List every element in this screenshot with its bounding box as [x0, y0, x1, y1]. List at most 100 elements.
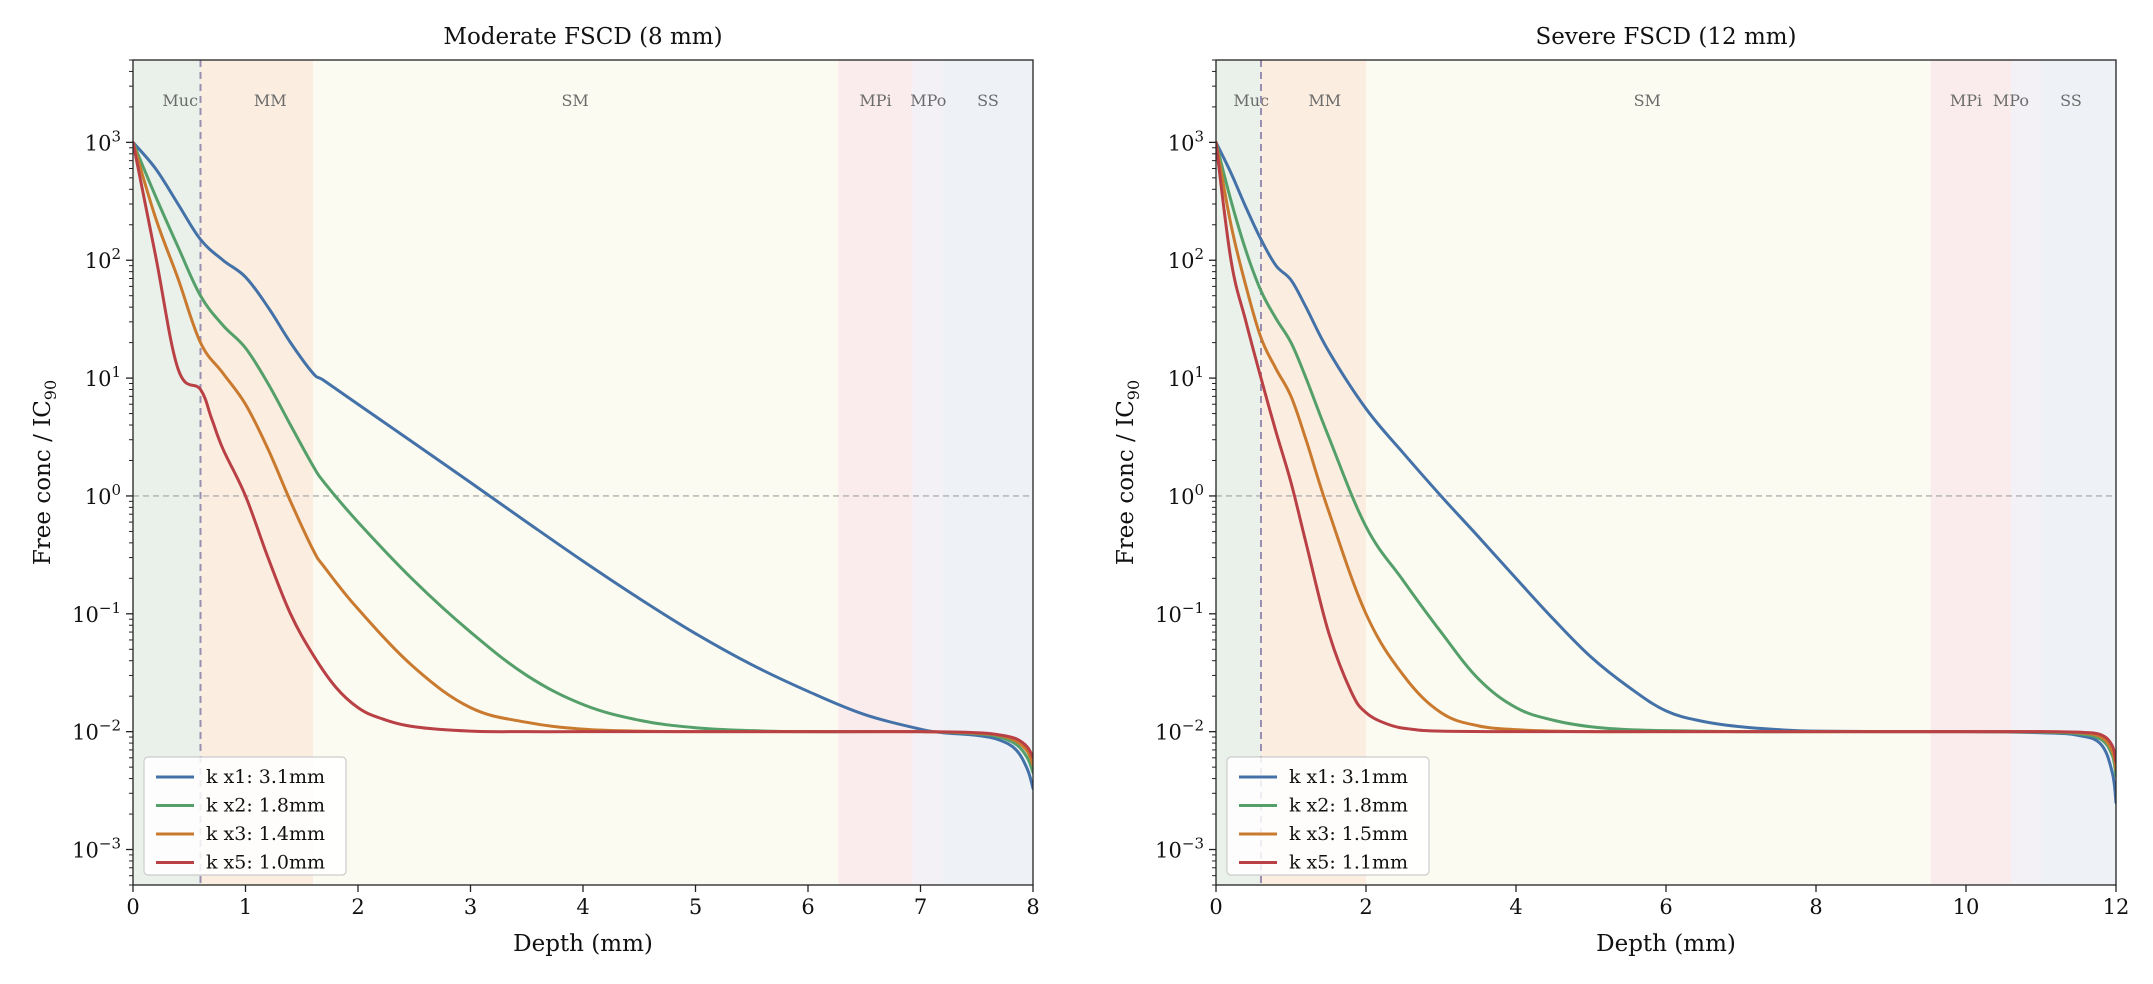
- region-band-ss: [2041, 60, 2116, 885]
- y-tick-label: 100: [85, 481, 121, 509]
- y-tick-base: 10: [1168, 485, 1195, 509]
- y-tick-exponent: 1: [1194, 363, 1204, 381]
- region-label: MPi: [1950, 91, 1982, 110]
- y-tick-label: 10−1: [72, 599, 121, 627]
- y-tick-label: 10−3: [1155, 835, 1204, 863]
- y-axis-label: Free conc / IC90: [30, 380, 60, 565]
- y-tick-base: 10: [85, 131, 112, 155]
- legend-label: k x5: 1.0mm: [206, 852, 325, 874]
- y-tick-base: 10: [72, 839, 99, 863]
- y-tick-base: 10: [1155, 839, 1182, 863]
- region-label: MM: [254, 91, 287, 110]
- region-band-mm: [200, 60, 313, 885]
- y-axis-label-text: Free conc / IC: [30, 400, 56, 565]
- y-tick-label: 103: [1168, 127, 1204, 155]
- y-tick-exponent: −1: [1182, 599, 1204, 617]
- region-band-ss: [943, 60, 1033, 885]
- region-label: MM: [1308, 91, 1341, 110]
- y-tick-base: 10: [1168, 131, 1195, 155]
- x-axis-label: Depth (mm): [513, 931, 653, 957]
- legend-box: [143, 756, 347, 876]
- region-label: Muc: [1233, 91, 1269, 110]
- y-axis-label-subscript: 90: [1124, 380, 1143, 400]
- y-axis-label-text: Free conc / IC: [1113, 400, 1139, 565]
- x-tick-label: 0: [126, 895, 139, 919]
- y-tick-label: 10−2: [1155, 717, 1204, 745]
- y-tick-label: 101: [1168, 363, 1204, 391]
- y-tick-label: 101: [85, 363, 121, 391]
- legend-label: k x1: 3.1mm: [1289, 766, 1408, 788]
- region-label: SS: [2060, 91, 2082, 110]
- y-tick-exponent: −3: [1182, 835, 1204, 853]
- x-tick-label: 4: [576, 895, 589, 919]
- series-line-4: [1216, 140, 2116, 764]
- region-band-sm: [1366, 60, 1931, 885]
- x-tick-label: 4: [1509, 895, 1522, 919]
- region-label: MPo: [910, 91, 946, 110]
- region-band-mpi: [1930, 60, 2011, 885]
- x-tick-label: 10: [1953, 895, 1980, 919]
- region-band-mpo: [912, 60, 943, 885]
- chart-title: Severe FSCD (12 mm): [1535, 24, 1796, 50]
- y-tick-label: 10−3: [72, 835, 121, 863]
- y-tick-base: 10: [85, 249, 112, 273]
- legend-label: k x3: 1.4mm: [206, 823, 325, 845]
- chart-panel-severe: Muc MM SM MPi MPo SS0 2 4 6 8 10 1210−310−210−11001…: [1113, 24, 2129, 957]
- legend-label: k x5: 1.1mm: [1289, 852, 1408, 874]
- region-band-sm: [313, 60, 839, 885]
- x-tick-label: 6: [1659, 895, 1672, 919]
- y-tick-base: 10: [1155, 603, 1182, 627]
- y-tick-label: 102: [85, 245, 121, 273]
- x-tick-label: 12: [2103, 895, 2130, 919]
- y-tick-base: 10: [1155, 721, 1182, 745]
- x-axis-label: Depth (mm): [1596, 931, 1736, 957]
- y-tick-exponent: 2: [1194, 245, 1204, 263]
- y-axis-label: Free conc / IC90: [1113, 380, 1143, 565]
- series-line-4: [133, 140, 1033, 760]
- region-band-mpo: [2011, 60, 2041, 885]
- region-label: SS: [977, 91, 999, 110]
- region-label: Muc: [162, 91, 198, 110]
- y-axis-label-subscript: 90: [41, 380, 60, 400]
- y-tick-label: 103: [85, 127, 121, 155]
- chart-title: Moderate FSCD (8 mm): [443, 24, 722, 50]
- y-tick-base: 10: [1168, 249, 1195, 273]
- y-tick-base: 10: [1168, 367, 1195, 391]
- y-tick-exponent: −2: [1182, 717, 1204, 735]
- series-lines: [133, 140, 1033, 790]
- y-tick-exponent: −2: [99, 717, 121, 735]
- x-tick-label: 2: [351, 895, 364, 919]
- region-band-mpi: [838, 60, 913, 885]
- y-tick-exponent: 3: [111, 127, 121, 145]
- y-tick-base: 10: [85, 485, 112, 509]
- y-tick-label: 100: [1168, 481, 1204, 509]
- y-tick-label: 102: [1168, 245, 1204, 273]
- x-tick-label: 1: [239, 895, 252, 919]
- y-tick-base: 10: [72, 603, 99, 627]
- legend-box: [1226, 756, 1430, 876]
- x-tick-label: 6: [801, 895, 814, 919]
- y-tick-exponent: 3: [1194, 127, 1204, 145]
- y-tick-label: 10−1: [1155, 599, 1204, 627]
- y-tick-base: 10: [85, 367, 112, 391]
- y-tick-exponent: −1: [99, 599, 121, 617]
- x-tick-label: 5: [689, 895, 702, 919]
- x-tick-label: 7: [914, 895, 927, 919]
- y-tick-exponent: 0: [111, 481, 121, 499]
- y-tick-exponent: 2: [111, 245, 121, 263]
- x-tick-label: 8: [1026, 895, 1039, 919]
- region-label: SM: [561, 91, 588, 110]
- region-band-mm: [1261, 60, 1366, 885]
- region-label: MPo: [1993, 91, 2029, 110]
- region-label: SM: [1634, 91, 1661, 110]
- x-tick-label: 8: [1809, 895, 1822, 919]
- y-tick-label: 10−2: [72, 717, 121, 745]
- y-tick-exponent: 0: [1194, 481, 1204, 499]
- y-tick-exponent: −3: [99, 835, 121, 853]
- legend-label: k x1: 3.1mm: [206, 766, 325, 788]
- legend-label: k x2: 1.8mm: [1289, 795, 1408, 817]
- y-tick-exponent: 1: [111, 363, 121, 381]
- x-tick-label: 3: [464, 895, 477, 919]
- x-tick-label: 2: [1359, 895, 1372, 919]
